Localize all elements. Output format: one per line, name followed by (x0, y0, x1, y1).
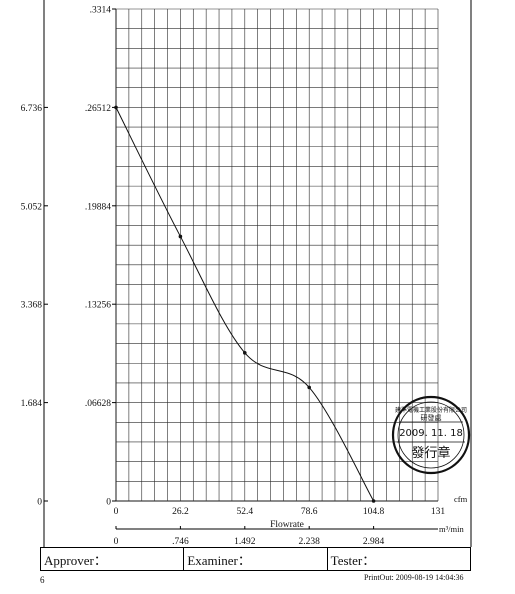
y-secondary-tick-label: 0 (37, 498, 42, 508)
x-primary-tick-label: 131 (431, 507, 446, 517)
x-secondary-tick-label: .746 (172, 537, 189, 547)
x-primary-tick-label: 26.2 (172, 507, 189, 517)
series-point (114, 105, 118, 110)
y-secondary-tick-label: 5.052 (21, 202, 43, 212)
y-primary-tick-label: .3314 (90, 6, 112, 16)
stamp-date: 2009. 11. 18 (399, 428, 463, 439)
stamp-title: 發行章 (411, 445, 450, 461)
printout-timestamp: PrintOut: 2009-08-19 14:04:36 (364, 573, 464, 582)
series-point (307, 385, 312, 390)
x-primary-tick-label: 104.8 (363, 507, 385, 517)
chart-grid (115, 8, 439, 502)
y-primary-tick-label: .19884 (85, 202, 111, 212)
y-secondary-tick-label: 6.736 (21, 104, 43, 114)
signoff-table: Approver： Examiner： Tester： (40, 547, 471, 571)
x-secondary-tick-label: 0 (114, 537, 119, 547)
x-secondary-tick-label: 2.984 (363, 537, 385, 547)
stamp-inner-ring (397, 401, 465, 469)
series-point (243, 351, 247, 355)
x-axis-primary: 0 26.2 52.4 78.6 104.8 131 (114, 507, 446, 517)
y-primary-tick-label: .13256 (85, 301, 111, 311)
stamp-outer-ring (391, 395, 471, 475)
x-axis-label: Flowrate (270, 520, 304, 530)
y-secondary-tick-label: 3.368 (21, 301, 43, 311)
series-markers (114, 105, 376, 503)
y-axis-secondary: 0 1.684 3.368 5.052 6.736 (21, 104, 48, 508)
x-axis-unit-primary: cfm (454, 494, 468, 504)
y-primary-tick-label: 0 (106, 498, 111, 508)
stamp-department: 研發處 (421, 413, 442, 422)
y-axis-primary: 0 .06628 .13256 .19884 .26512 .3314 (85, 6, 116, 508)
x-primary-tick-label: 52.4 (236, 507, 253, 517)
x-primary-tick-label: 0 (114, 507, 119, 517)
issue-stamp: 建準電機工業股份有限公司 研發處 2009. 11. 18 發行章 (391, 395, 471, 475)
y-primary-tick-label: .26512 (85, 104, 111, 114)
x-secondary-tick-label: 1.492 (234, 537, 256, 547)
series-point (371, 499, 376, 503)
series-point (178, 234, 183, 239)
series-line (115, 107, 375, 502)
approver-field[interactable]: Approver： (41, 548, 185, 570)
x-primary-tick-label: 78.6 (301, 507, 318, 517)
y-secondary-tick-label: 1.684 (21, 399, 43, 409)
tester-field[interactable]: Tester： (330, 552, 376, 568)
y-primary-tick-label: .06628 (85, 399, 111, 409)
x-axis-unit-secondary: m³/min (439, 524, 464, 534)
x-secondary-tick-label: 2.238 (299, 537, 321, 547)
stamp-company: 建準電機工業股份有限公司 (395, 406, 467, 414)
examiner-field[interactable]: Examiner： (184, 548, 328, 570)
page-number: 6 (40, 575, 45, 585)
x-axis-secondary: 0 .746 1.492 2.238 2.984 (114, 526, 438, 547)
